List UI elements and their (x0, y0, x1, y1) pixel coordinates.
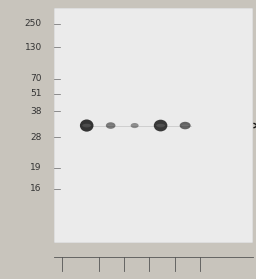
Ellipse shape (106, 122, 115, 129)
Ellipse shape (108, 124, 114, 127)
Text: 38: 38 (30, 107, 42, 116)
Text: 14-3-3 Sigma: 14-3-3 Sigma (254, 121, 256, 131)
Ellipse shape (131, 123, 139, 128)
Ellipse shape (132, 125, 137, 126)
Ellipse shape (180, 122, 191, 129)
Text: 51: 51 (30, 89, 42, 98)
Ellipse shape (154, 120, 167, 131)
Text: 250: 250 (25, 19, 42, 28)
Text: 28: 28 (30, 133, 42, 142)
Ellipse shape (80, 119, 93, 132)
Ellipse shape (82, 124, 91, 128)
Ellipse shape (182, 124, 189, 127)
Text: 16: 16 (30, 184, 42, 193)
Text: 130: 130 (25, 42, 42, 52)
Ellipse shape (156, 124, 165, 127)
Text: 70: 70 (30, 74, 42, 83)
Text: 19: 19 (30, 163, 42, 172)
